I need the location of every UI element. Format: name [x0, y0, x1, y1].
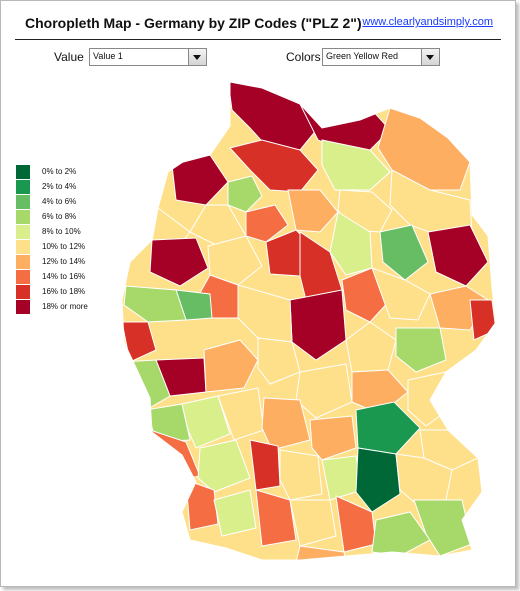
map-region[interactable]: [149, 237, 209, 287]
map-region[interactable]: [227, 175, 263, 213]
map-region[interactable]: [309, 415, 357, 461]
legend-label: 2% to 4%: [42, 182, 77, 191]
germany-outline: [121, 81, 497, 561]
map-region[interactable]: [379, 224, 429, 281]
map-region[interactable]: [229, 139, 319, 193]
map-region[interactable]: [371, 511, 431, 557]
legend-swatch: [16, 300, 30, 314]
legend-swatch: [16, 165, 30, 179]
legend-swatch: [16, 180, 30, 194]
website-link[interactable]: www.clearlyandsimply.com: [362, 16, 493, 28]
legend-label: 16% to 18%: [42, 287, 86, 296]
map-region[interactable]: [371, 267, 431, 321]
map-region[interactable]: [329, 211, 373, 276]
map-region[interactable]: [355, 401, 421, 455]
map-regions-group: [122, 82, 496, 560]
map-region[interactable]: [203, 339, 259, 393]
legend-label: 10% to 12%: [42, 242, 86, 251]
legend-label: 4% to 6%: [42, 197, 77, 206]
map-region[interactable]: [419, 429, 479, 471]
map-region[interactable]: [289, 499, 337, 547]
legend-label: 12% to 14%: [42, 257, 86, 266]
colors-dropdown-button[interactable]: [421, 49, 439, 65]
map-region[interactable]: [181, 395, 231, 449]
value-label: Value: [54, 50, 84, 64]
value-dropdown-button[interactable]: [188, 49, 206, 65]
map-region[interactable]: [427, 224, 489, 287]
colors-label: Colors: [286, 50, 321, 64]
map-region[interactable]: [257, 337, 301, 385]
map-region[interactable]: [261, 397, 311, 451]
map-region[interactable]: [245, 204, 289, 243]
map-region[interactable]: [279, 449, 323, 501]
legend-label: 6% to 8%: [42, 212, 77, 221]
legend-label: 0% to 2%: [42, 167, 77, 176]
legend-label: 8% to 10%: [42, 227, 81, 236]
value-dropdown-selected: Value 1: [93, 51, 123, 61]
map-region[interactable]: [213, 489, 257, 537]
map-region[interactable]: [413, 499, 473, 557]
legend-label: 14% to 16%: [42, 272, 86, 281]
map-region[interactable]: [255, 489, 297, 547]
page-title: Choropleth Map - Germany by ZIP Codes ("…: [25, 15, 362, 31]
map-region[interactable]: [395, 327, 447, 373]
map-region[interactable]: [287, 189, 339, 233]
colors-dropdown[interactable]: Green Yellow Red: [322, 48, 440, 66]
chevron-down-icon: [426, 55, 434, 60]
legend-swatch: [16, 210, 30, 224]
legend-swatch: [16, 270, 30, 284]
legend-swatch: [16, 195, 30, 209]
map-region[interactable]: [469, 299, 496, 341]
legend-swatch: [16, 255, 30, 269]
colors-dropdown-selected: Green Yellow Red: [326, 51, 399, 61]
map-region[interactable]: [321, 139, 391, 191]
map-region[interactable]: [345, 321, 397, 373]
map-region[interactable]: [185, 479, 219, 531]
title-divider: [15, 39, 501, 40]
map-region[interactable]: [249, 439, 281, 491]
legend-swatch: [16, 285, 30, 299]
legend-swatch: [16, 225, 30, 239]
map-region[interactable]: [355, 447, 401, 513]
value-dropdown[interactable]: Value 1: [89, 48, 207, 66]
map-region[interactable]: [197, 439, 251, 493]
legend-swatch: [16, 240, 30, 254]
legend-label: 18% or more: [42, 302, 88, 311]
map-region[interactable]: [295, 363, 353, 419]
map-region[interactable]: [207, 235, 263, 286]
chevron-down-icon: [193, 55, 201, 60]
map-region[interactable]: [123, 285, 187, 323]
